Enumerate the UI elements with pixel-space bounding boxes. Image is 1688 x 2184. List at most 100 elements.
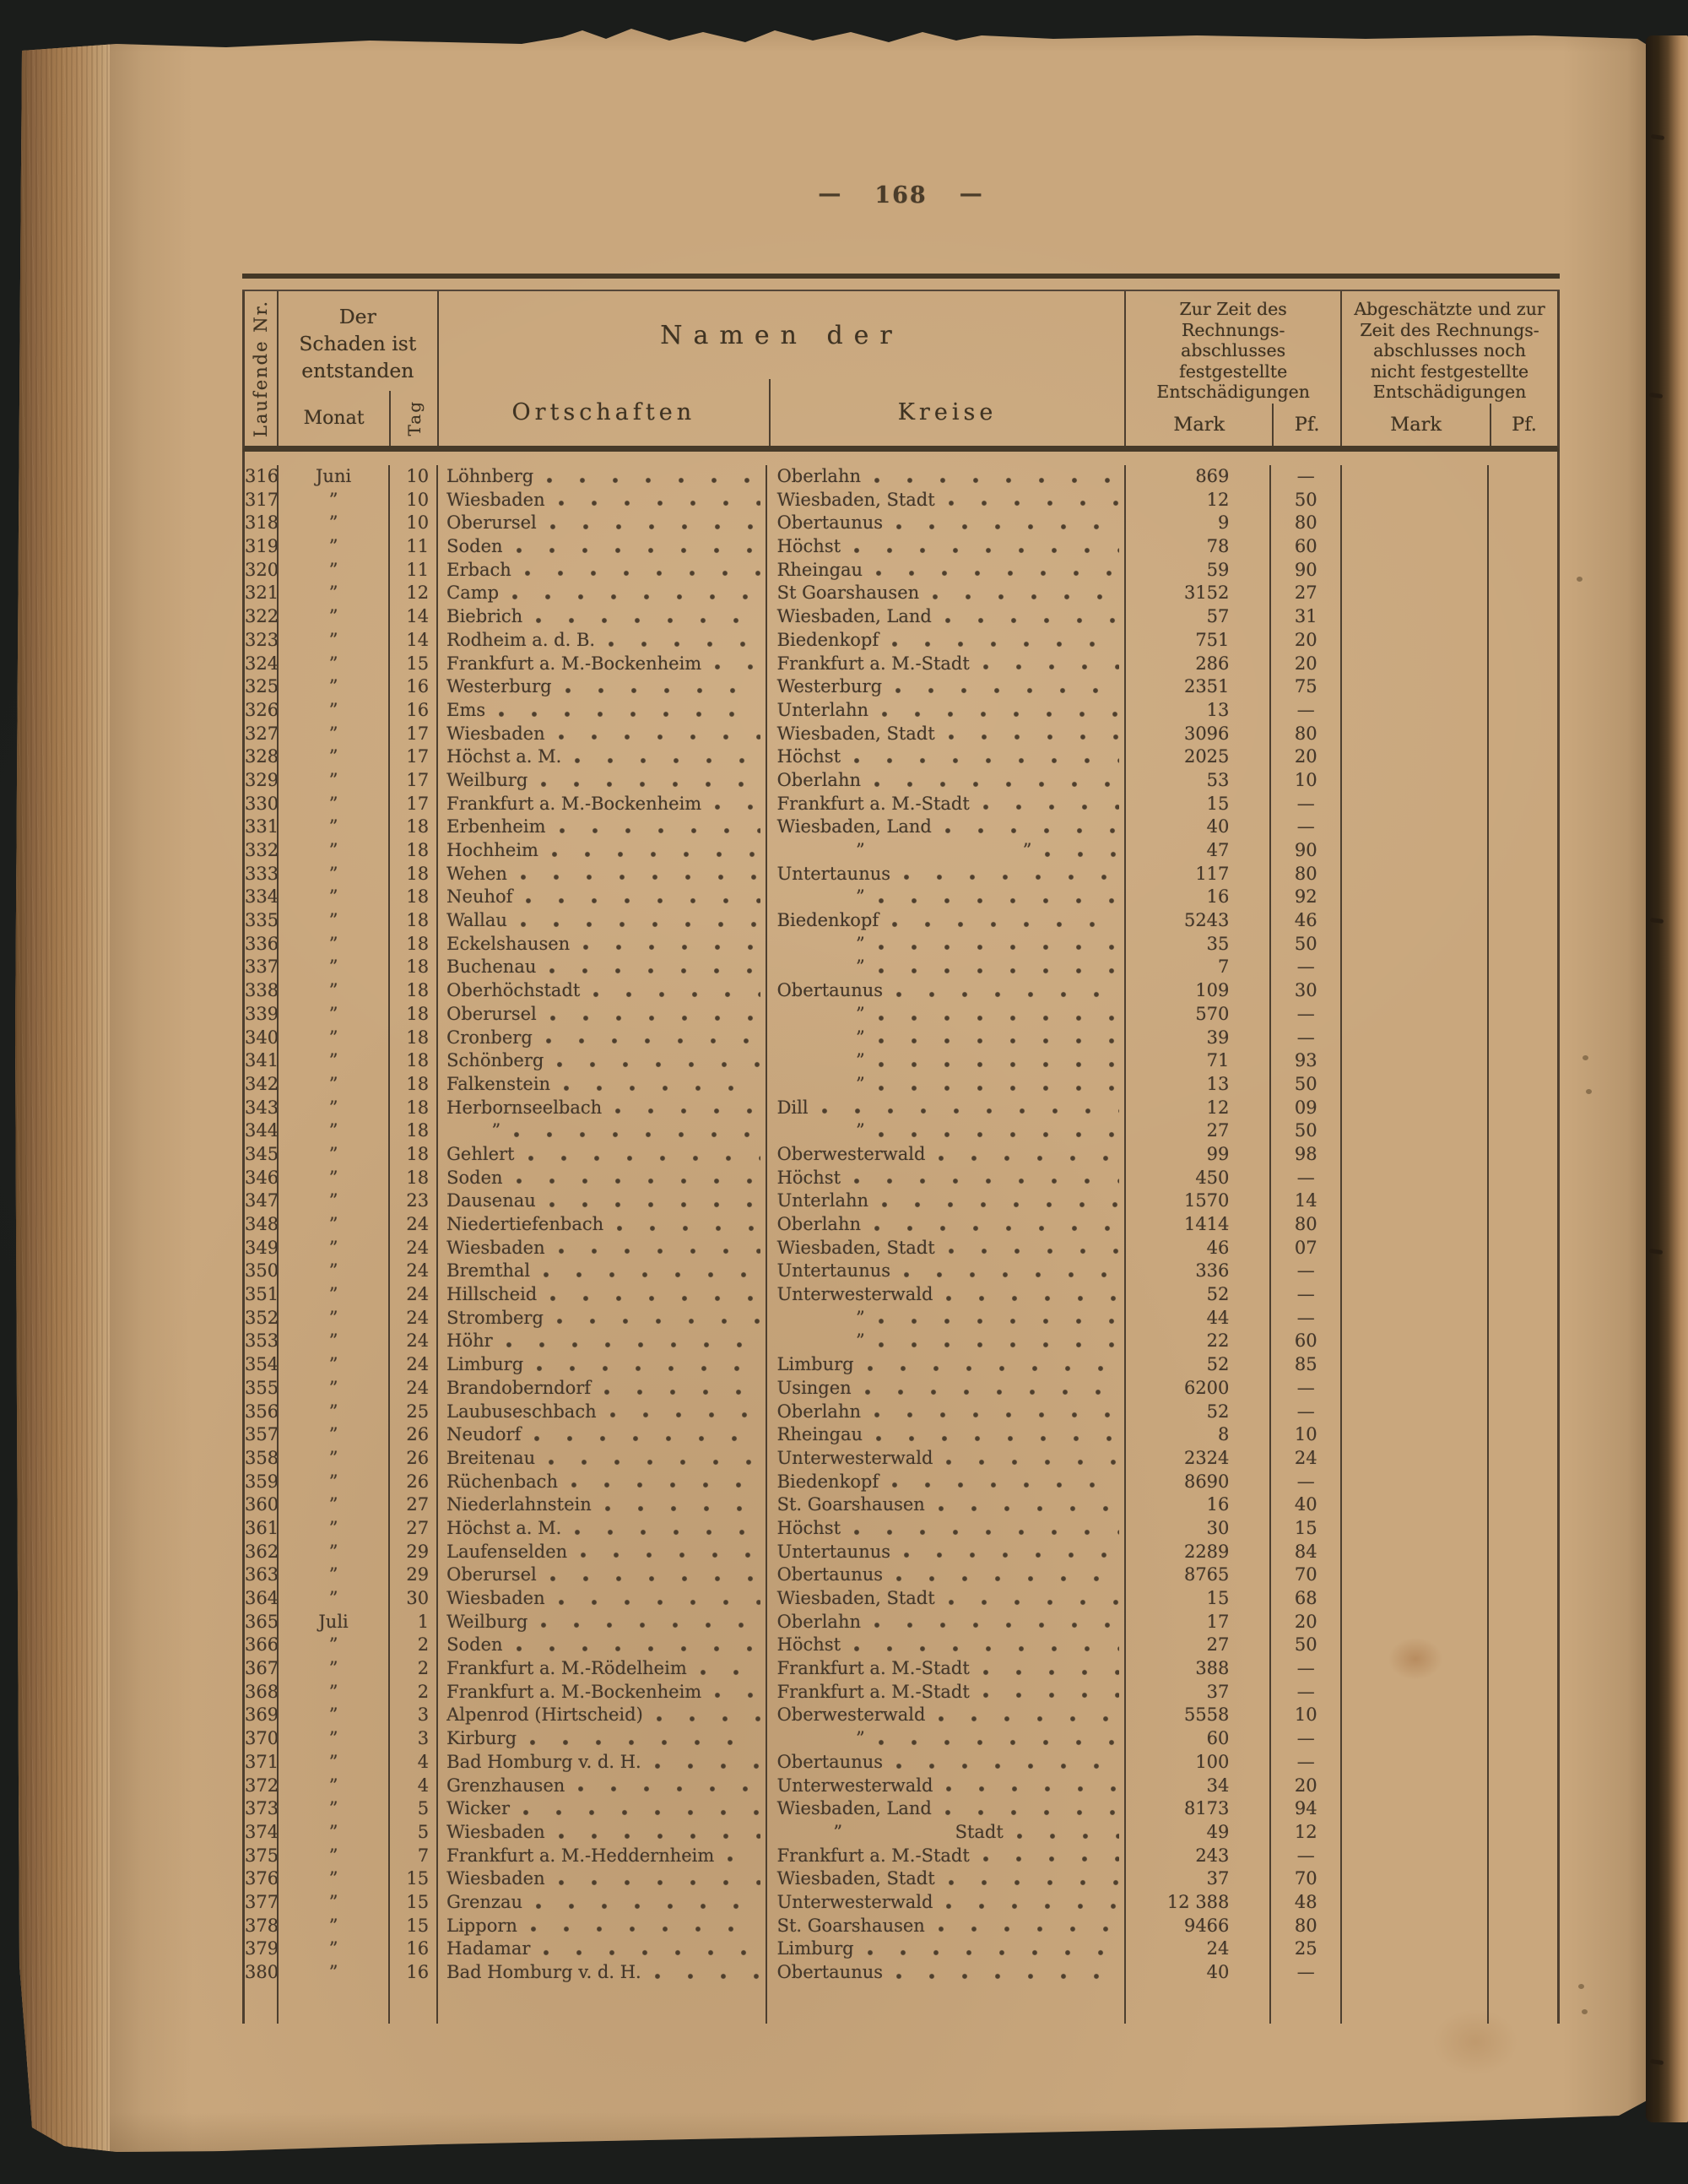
cell-ortschaft: Stromberg — [438, 1306, 767, 1330]
cell-tag: 29 — [390, 1563, 439, 1587]
table-row: 336 ” 18 Eckelshausen ” 35 50 — [245, 932, 1557, 957]
table-row: 331 ” 18 Erbenheim Wiesbaden, Land 40 — — [245, 816, 1557, 839]
dot-leader — [547, 476, 760, 484]
dot-leader — [516, 1178, 760, 1185]
dot-leader — [565, 686, 760, 694]
table-row: 353 ” 24 Höhr ” 22 60 — [245, 1330, 1557, 1354]
cell-pf-settled: 98 — [1271, 1142, 1343, 1167]
cell-tag: 18 — [390, 1049, 439, 1073]
dot-leader — [558, 1598, 760, 1606]
cell-pf-estimated — [1489, 1867, 1557, 1891]
table-row: 370 ” 3 Kirburg ” 60 — — [245, 1727, 1557, 1751]
damages-table: Laufende Nr. Der Schaden ist entstanden … — [242, 274, 1560, 2024]
col-group-namen-der: Namen der Ortschaften Kreise — [439, 291, 1127, 446]
cell-monat: ” — [279, 909, 391, 933]
cell-mark-settled: 5243 — [1126, 909, 1272, 933]
cell-mark-estimated — [1342, 1190, 1490, 1213]
cell-pf-estimated — [1489, 535, 1557, 559]
cell-pf-settled: 15 — [1271, 1516, 1343, 1541]
cell-laufende-nr: 345 — [245, 1142, 279, 1167]
cell-mark-estimated — [1342, 886, 1490, 910]
cell-kreis: Oberlahn — [767, 1400, 1126, 1424]
dot-leader — [938, 1504, 1119, 1512]
cell-tag: 5 — [390, 1820, 439, 1845]
cell-monat: ” — [279, 979, 391, 1003]
table-row: 351 ” 24 Hillscheid Unterwesterwald 52 — — [245, 1283, 1557, 1307]
cell-tag: 14 — [390, 605, 439, 629]
cell-ortschaft: Oberursel — [438, 1002, 767, 1027]
cell-ortschaft: Dausenau — [438, 1190, 767, 1213]
cell-mark-estimated — [1342, 1657, 1490, 1681]
table-row: 371 ” 4 Bad Homburg v. d. H. Obertaunus … — [245, 1750, 1557, 1775]
cell-mark-estimated — [1342, 1049, 1490, 1073]
table-row: 362 ” 29 Laufenselden Untertaunus 2289 8… — [245, 1540, 1557, 1564]
cell-kreis: ” — [767, 932, 1126, 957]
cell-kreis: ” — [767, 1330, 1126, 1354]
dot-leader — [854, 1178, 1119, 1185]
cell-ortschaft: Frankfurt a. M.-Rödelheim — [438, 1657, 767, 1681]
cell-laufende-nr: 356 — [245, 1400, 279, 1424]
cell-tag: 18 — [390, 1002, 439, 1027]
cell-monat: ” — [279, 1306, 391, 1330]
cell-pf-estimated — [1489, 1727, 1557, 1751]
dot-leader — [874, 476, 1119, 484]
cell-pf-settled: — — [1271, 1002, 1343, 1027]
cell-mark-estimated — [1342, 582, 1490, 606]
cell-mark-estimated — [1342, 1914, 1490, 1938]
dot-leader — [982, 1856, 1119, 1863]
dot-leader — [604, 1388, 760, 1395]
table-row: 375 ” 7 Frankfurt a. M.-Heddernheim Fran… — [245, 1844, 1557, 1868]
cell-mark-estimated — [1342, 1750, 1490, 1775]
cell-monat: ” — [279, 1704, 391, 1728]
cell-ortschaft: Camp — [438, 582, 767, 606]
cell-ortschaft: Limburg — [438, 1353, 767, 1377]
cell-mark-estimated — [1342, 1680, 1490, 1704]
table-row: 380 ” 16 Bad Homburg v. d. H. Obertaunus… — [245, 1961, 1557, 1985]
cell-laufende-nr: 333 — [245, 862, 279, 886]
cell-pf-estimated — [1489, 1447, 1557, 1471]
cell-ortschaft: Gehlert — [438, 1142, 767, 1167]
cell-pf-settled: 10 — [1271, 1423, 1343, 1447]
cell-pf-settled: 50 — [1271, 1634, 1343, 1658]
cell-pf-settled: — — [1271, 1400, 1343, 1424]
cell-monat: ” — [279, 1260, 391, 1284]
cell-laufende-nr: 361 — [245, 1516, 279, 1541]
table-row: 338 ” 18 Oberhöchstadt Obertaunus 109 30 — [245, 979, 1557, 1003]
cell-ortschaft: Höchst a. M. — [438, 1516, 767, 1541]
cell-ortschaft: Höhr — [438, 1330, 767, 1354]
dot-leader — [558, 1878, 760, 1886]
cell-laufende-nr: 335 — [245, 909, 279, 933]
cell-mark-estimated — [1342, 1353, 1490, 1377]
cell-mark-settled: 1414 — [1126, 1213, 1272, 1237]
cell-tag: 15 — [390, 1867, 439, 1891]
cell-laufende-nr: 332 — [245, 839, 279, 863]
cell-pf-settled: 20 — [1271, 652, 1343, 676]
estimated-title-line: abschlusses noch — [1373, 340, 1526, 360]
table-row: 368 ” 2 Frankfurt a. M.-Bockenheim Frank… — [245, 1680, 1557, 1704]
dot-leader — [523, 1808, 760, 1816]
cell-tag: 26 — [390, 1423, 439, 1447]
cell-laufende-nr: 337 — [245, 956, 279, 980]
table-top-rule — [242, 274, 1560, 291]
cell-tag: 17 — [390, 722, 439, 746]
cell-mark-settled: 15 — [1126, 1587, 1272, 1611]
cell-monat: ” — [279, 839, 391, 863]
dot-leader — [609, 1412, 760, 1419]
cell-mark-estimated — [1342, 628, 1490, 653]
cell-kreis: Rheingau — [767, 1423, 1126, 1447]
dot-leader — [581, 1552, 760, 1559]
cell-pf-settled: 94 — [1271, 1797, 1343, 1821]
cell-laufende-nr: 336 — [245, 932, 279, 957]
cell-laufende-nr: 324 — [245, 652, 279, 676]
dot-leader — [549, 1458, 760, 1466]
dot-leader — [550, 1294, 760, 1302]
cell-tag: 18 — [390, 839, 439, 863]
cell-laufende-nr: 316 — [245, 465, 279, 489]
cell-pf-estimated — [1489, 1353, 1557, 1377]
cell-ortschaft: Neudorf — [438, 1423, 767, 1447]
cell-pf-settled: — — [1271, 1750, 1343, 1775]
cell-monat: ” — [279, 1727, 391, 1751]
cell-mark-settled: 16 — [1126, 886, 1272, 910]
cell-pf-estimated — [1489, 699, 1557, 723]
cell-pf-estimated — [1489, 1283, 1557, 1307]
